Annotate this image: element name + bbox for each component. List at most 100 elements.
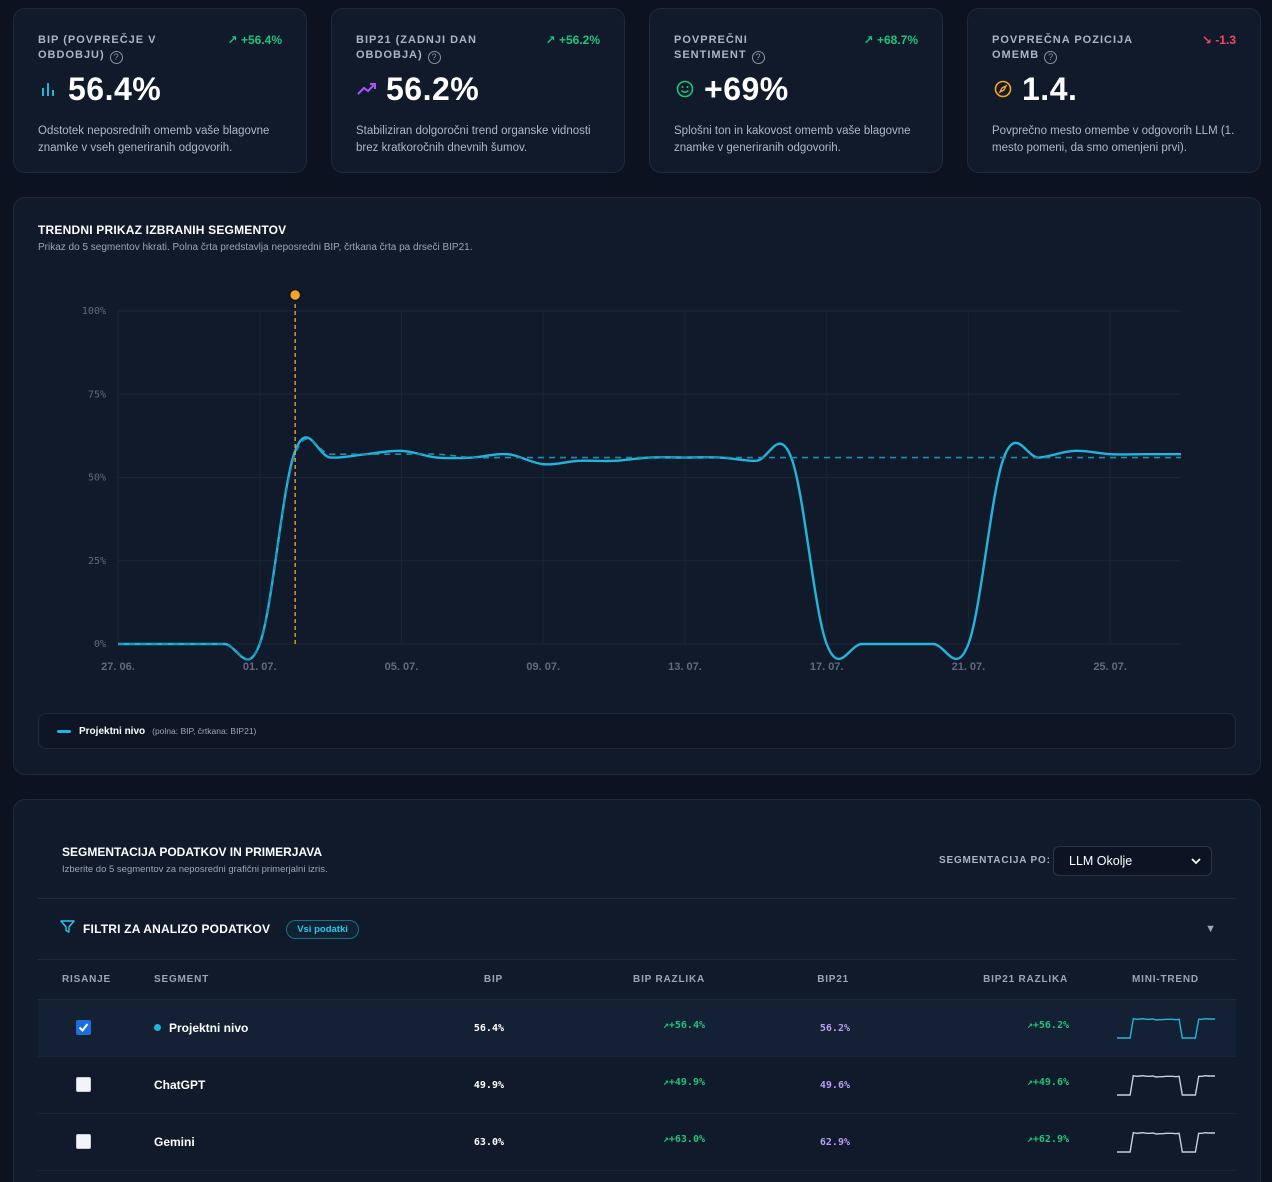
segment-name: Gemini	[154, 1135, 195, 1149]
kpi-card-sentiment: POVPREČNI SENTIMENT? ↗ +68.7% +69% Sploš…	[649, 8, 943, 173]
draw-checkbox[interactable]	[76, 1077, 91, 1092]
bip21-value: 49.6%	[819, 1080, 850, 1091]
header-draw: RISANJE	[62, 974, 111, 985]
help-icon[interactable]: ?	[427, 51, 441, 64]
bip-diff: ↗+49.9%	[662, 1077, 705, 1088]
kpi-description: Povprečno mesto omembe v odgovorih LLM (…	[992, 125, 1235, 154]
bip21-diff: ↗+56.2%	[1026, 1020, 1069, 1031]
header-divider	[38, 999, 1236, 1000]
y-tick-label: 100%	[82, 306, 106, 317]
header-bip-diff: BIP RAZLIKA	[633, 974, 705, 985]
filter-icon	[60, 919, 75, 939]
kpi-description: Splošni ton in kakovost omemb vaše blago…	[674, 125, 911, 154]
x-tick-label: 05. 07.	[385, 661, 419, 673]
expand-caret-icon[interactable]: ▼	[1205, 923, 1216, 935]
help-icon[interactable]: ?	[751, 51, 765, 64]
segmentation-subtitle: Izberite do 5 segmentov za neposredni gr…	[62, 864, 328, 875]
kpi-card-bip: BIP (POVPREČJE V OBDOBJU)? ↗ +56.4% 56.4…	[13, 8, 307, 173]
chart-title: TRENDNI PRIKAZ IZBRANIH SEGMENTOV	[38, 223, 287, 237]
trend-down-icon: ↘	[1201, 33, 1212, 47]
legend-swatch	[57, 729, 71, 733]
header-mini-trend: MINI-TREND	[1132, 974, 1199, 985]
segment-name: ChatGPT	[154, 1078, 206, 1092]
kpi-value: 56.2%	[386, 70, 480, 107]
bip-value: 49.9%	[473, 1080, 504, 1091]
filters-bar[interactable]: FILTRI ZA ANALIZO PODATKOV Vsi podatki ▼	[38, 898, 1236, 960]
table-row[interactable]: Gemini 63.0% ↗+63.0% 62.9% ↗+62.9%	[38, 1114, 1236, 1171]
segment-by-label: SEGMENTACIJA PO:	[939, 855, 1051, 866]
segment-by-select[interactable]: LLM Okolje	[1053, 846, 1212, 876]
segmentation-title: SEGMENTACIJA PODATKOV IN PRIMERJAVA	[62, 845, 323, 859]
trend-up-icon: ↗	[863, 33, 874, 47]
select-value: LLM Okolje	[1069, 854, 1133, 868]
kpi-delta: ↘ -1.3	[1201, 33, 1236, 47]
kpi-card-position: POVPREČNA POZICIJA OMEMB? ↘ -1.3 1.4. Po…	[967, 8, 1261, 173]
chart-subtitle: Prikaz do 5 segmentov hkrati. Polna črta…	[38, 242, 473, 253]
y-tick-label: 50%	[88, 473, 106, 484]
sparkline-path	[1117, 1017, 1215, 1039]
sparkline-path	[1117, 1074, 1215, 1096]
trend-chart[interactable]: 0% 25% 50% 75% 100% 27. 06. 01. 07. 05. 07. 09. …	[14, 198, 1262, 708]
help-icon[interactable]: ?	[109, 51, 123, 64]
table-row[interactable]: ChatGPT 49.9% ↗+49.9% 49.6% ↗+49.6%	[38, 1057, 1236, 1114]
x-tick-label: 01. 07.	[243, 661, 277, 673]
kpi-description: Stabiliziran dolgoročni trend organske v…	[356, 125, 591, 154]
chevron-down-icon	[1191, 854, 1201, 868]
legend-note: (polna: BIP, črtkana: BIP21)	[152, 726, 257, 736]
x-tick-label: 13. 07.	[668, 661, 702, 673]
segment-name: Projektni nivo	[154, 1021, 248, 1035]
hover-marker-dot	[288, 288, 302, 302]
header-bip21: BIP21	[817, 974, 849, 985]
series-line-bip	[117, 436, 1181, 661]
kpi-description: Odstotek neposrednih omemb vaše blagovne…	[38, 125, 270, 154]
table-row[interactable]: Projektni nivo 56.4% ↗+56.4% 56.2% ↗+56.…	[38, 1000, 1236, 1057]
y-tick-label: 25%	[88, 556, 106, 567]
kpi-title: BIP21 (ZADNJI DAN OBDOBJA)?	[356, 34, 477, 64]
kpi-value: +69%	[704, 70, 789, 107]
trend-chart-card: TRENDNI PRIKAZ IZBRANIH SEGMENTOV Prikaz…	[13, 197, 1261, 775]
draw-checkbox[interactable]	[76, 1134, 91, 1149]
series-line-bip21	[117, 438, 1181, 660]
kpi-delta: ↗ +68.7%	[863, 33, 918, 47]
draw-checkbox[interactable]	[76, 1020, 91, 1035]
trend-up-icon	[356, 78, 378, 100]
header-bip: BIP	[483, 974, 503, 985]
segmentation-card: SEGMENTACIJA PODATKOV IN PRIMERJAVA Izbe…	[13, 799, 1261, 1182]
compass-icon	[992, 78, 1014, 100]
mini-trend-sparkline	[1117, 1017, 1215, 1039]
trend-up-icon: ↗	[227, 33, 238, 47]
bip21-value: 62.9%	[819, 1137, 850, 1148]
x-tick-label: 21. 07.	[952, 661, 986, 673]
header-segment: SEGMENT	[154, 974, 210, 985]
bip-diff: ↗+63.0%	[662, 1134, 705, 1145]
kpi-title: POVPREČNA POZICIJA OMEMB?	[992, 34, 1133, 64]
help-icon[interactable]: ?	[1044, 51, 1058, 64]
bip21-diff: ↗+62.9%	[1026, 1134, 1069, 1145]
bip21-diff: ↗+49.6%	[1026, 1077, 1069, 1088]
x-tick-label: 17. 07.	[810, 661, 844, 673]
bip-value: 63.0%	[473, 1137, 504, 1148]
bar-chart-icon	[38, 78, 60, 100]
x-tick-label: 27. 06.	[101, 661, 135, 673]
series-color-dot	[154, 1024, 161, 1031]
kpi-title: BIP (POVPREČJE V OBDOBJU)?	[38, 34, 157, 64]
kpi-value: 56.4%	[68, 70, 162, 107]
mini-trend-sparkline	[1117, 1074, 1215, 1096]
header-bip21-diff: BIP21 RAZLIKA	[983, 974, 1068, 985]
y-tick-label: 0%	[94, 639, 106, 650]
sparkline-path	[1117, 1131, 1215, 1153]
smile-icon	[674, 78, 696, 100]
filters-badge: Vsi podatki	[286, 919, 359, 939]
x-tick-label: 25. 07.	[1093, 661, 1127, 673]
y-tick-label: 75%	[88, 389, 106, 400]
kpi-title: POVPREČNI SENTIMENT?	[674, 33, 824, 64]
bip-value: 56.4%	[473, 1023, 504, 1034]
kpi-card-bip21: BIP21 (ZADNJI DAN OBDOBJA)? ↗ +56.2% 56.…	[331, 8, 625, 173]
kpi-delta: ↗ +56.4%	[227, 33, 282, 47]
mini-trend-sparkline	[1117, 1131, 1215, 1153]
x-tick-label: 09. 07.	[526, 661, 560, 673]
bip-diff: ↗+56.4%	[662, 1020, 705, 1031]
bip21-value: 56.2%	[819, 1023, 850, 1034]
chart-legend: Projektni nivo (polna: BIP, črtkana: BIP…	[38, 713, 1236, 749]
legend-series-name[interactable]: Projektni nivo	[79, 725, 146, 737]
